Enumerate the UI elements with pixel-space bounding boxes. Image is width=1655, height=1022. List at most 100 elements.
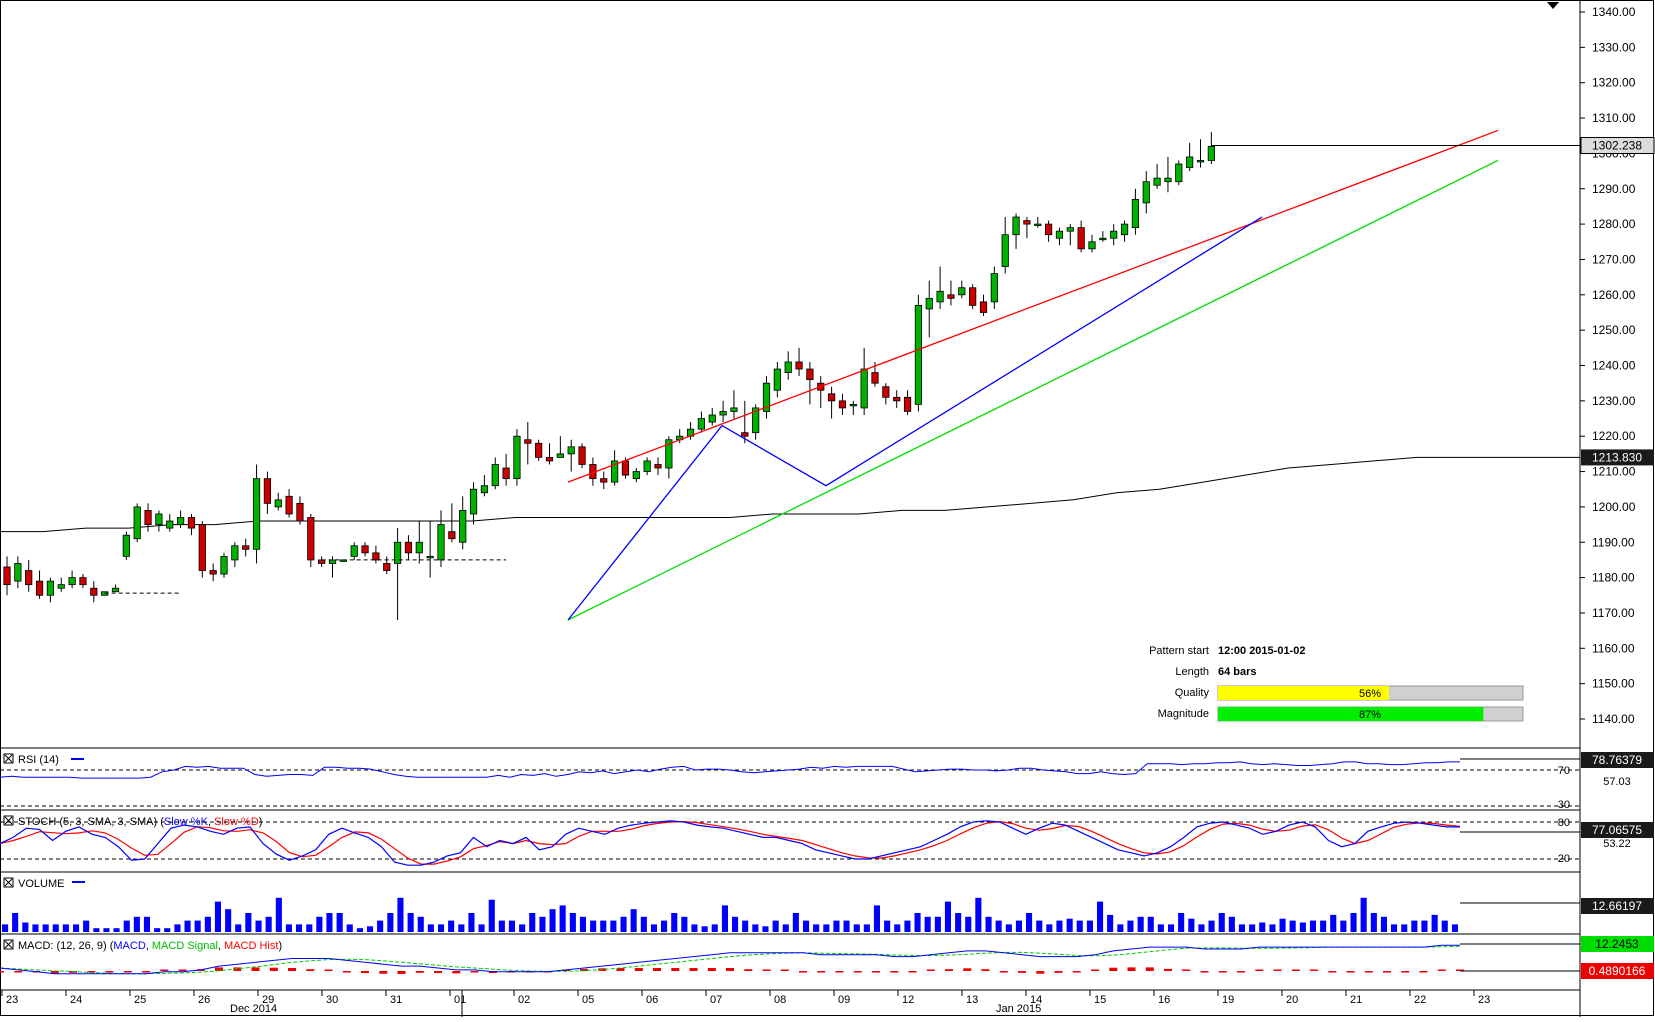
volume-bar [681,916,688,932]
upper-trendline [567,129,1499,483]
volume-bar [336,913,343,932]
macd-line [0,944,1460,975]
volume-bar [346,924,353,932]
volume-bar [1320,920,1327,932]
candle-body [252,478,261,550]
volume-bar [701,926,708,932]
x-tick-label: 31 [390,994,402,1006]
volume-bar [843,920,850,932]
y-tick-label: 1240.00 [1592,359,1636,373]
x-tick-label: 09 [838,994,850,1006]
volume-bar [2,924,9,932]
volume-bar [813,924,820,932]
macd-hist-bar [397,971,406,974]
candle-body [513,435,521,480]
volume-bar [32,924,39,932]
macd-hist-bar [1054,971,1063,973]
candle-body [383,563,391,571]
rsi-mid: 57.03 [1603,776,1631,788]
stoch-close-icon[interactable] [3,815,14,826]
volume-bar [1107,914,1114,932]
volume-bar [579,916,586,932]
x-tick-label: 01 [454,994,466,1006]
candle-body [1045,223,1053,236]
candle-body [741,432,749,437]
macd-hist-bar [1109,967,1118,971]
candle-body [1207,145,1215,161]
candle-body [176,517,185,525]
candle-body [654,464,662,469]
macd-hist-bar [361,971,369,974]
candle-body [708,414,716,423]
volume-bar [508,920,515,932]
volume-bar [1147,916,1154,932]
macd-hist-bar [963,968,972,971]
volume-bar [1370,913,1377,932]
candle-body [35,580,44,596]
volume-bar [225,909,232,932]
volume-bar [1249,924,1256,932]
candle-body [860,368,868,409]
candle-body [187,517,196,529]
macd-hist-bar [981,969,990,971]
volume-close-icon[interactable] [3,877,14,888]
y-tick-label: 1140.00 [1592,712,1635,726]
candle-body [1077,227,1085,250]
y-tick-label: 1170.00 [1592,606,1635,620]
volume-bar [803,920,810,932]
candle-body [578,446,586,465]
candle-body [242,545,250,550]
volume-bar [1228,916,1235,932]
x-tick-label: 05 [582,994,594,1006]
macd-hist-bar [87,971,96,973]
macd-hist-bar [653,968,661,971]
x-tick-label: 06 [646,994,658,1006]
volume-bar [113,928,120,932]
y-tick-label: 1270.00 [1592,252,1636,266]
candle-body [871,372,879,384]
volume-bar [549,909,556,932]
candle-body [1186,156,1194,168]
candle-body [90,587,98,596]
svg-text:MACD: (12, 26, 9) (MACD, MACD: MACD: (12, 26, 9) (MACD, MACD Signal, MA… [18,940,282,952]
volume-bar [397,897,404,932]
macd-hist-bar [1036,971,1045,974]
volume-bar [1005,924,1012,932]
candle-body [1110,230,1118,239]
macd-hist-bar [1255,969,1264,971]
volume-bar [488,899,495,932]
volume-bar [1066,918,1073,932]
volume-bar [630,909,637,932]
y-tick-label: 1190.00 [1592,535,1635,549]
volume-bar [975,897,982,932]
macd-hist-bar [14,971,23,973]
quality-bar [1218,686,1389,700]
x-tick-label: 23 [6,994,18,1006]
rsi-close-icon[interactable] [3,753,14,764]
macd-hist-bar [1200,971,1209,973]
volume-bar [235,924,242,932]
volume-bar [12,913,19,932]
volume-bar [83,920,90,932]
candle-body [567,446,575,455]
volume-bar [600,920,607,932]
candle-body [784,361,792,373]
candle-body [903,396,912,412]
candle-body [730,407,738,412]
volume-bar [1401,924,1408,932]
volume-bar [894,924,901,932]
volume-bar [306,924,313,932]
candle-body [1120,223,1129,236]
macd-hist-bar [50,971,59,974]
macd-hist-bar [1401,971,1410,973]
ma-line [0,456,1460,533]
macd-close-icon[interactable] [3,939,14,950]
volume-bar [458,924,465,932]
volume-bar [62,924,69,932]
scroll-arrow-icon[interactable] [1547,2,1559,9]
volume-bar [133,916,140,932]
x-tick-label: 07 [710,994,722,1006]
rsi-line [0,761,1460,779]
x-tick-label: 21 [1350,994,1362,1006]
